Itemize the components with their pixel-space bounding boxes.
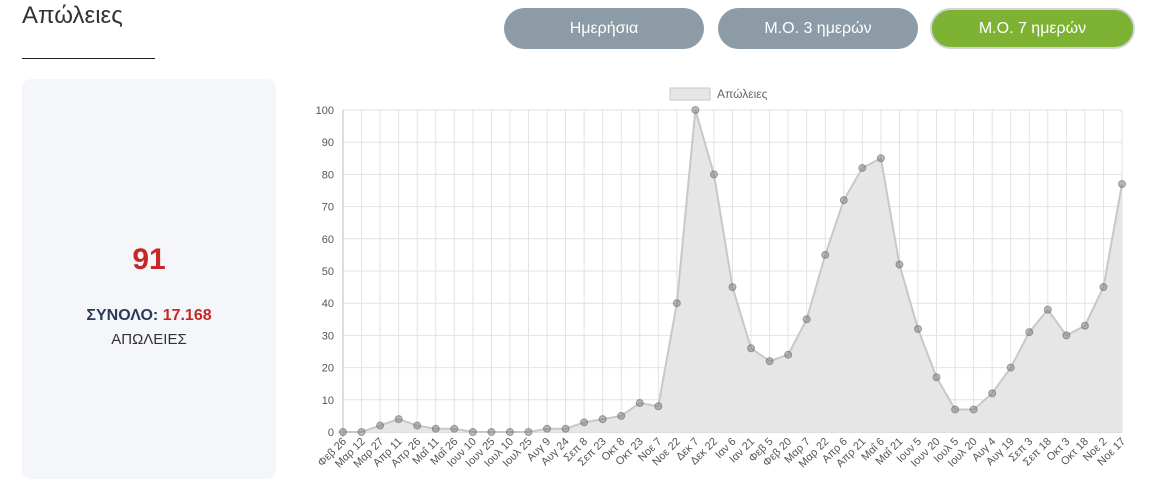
data-point [598, 415, 607, 424]
data-point [431, 424, 440, 433]
data-point [1006, 363, 1015, 372]
data-point [951, 405, 960, 414]
data-point [709, 170, 718, 179]
data-point [1062, 331, 1071, 340]
data-point [691, 106, 700, 114]
y-tick-label: 0 [328, 427, 334, 439]
data-point [858, 163, 867, 172]
stats-card: 91 ΣΥΝΟΛΟ: 17.168 ΑΠΩΛΕΙΕΣ [22, 79, 276, 479]
y-tick-label: 30 [322, 330, 334, 342]
data-point [487, 428, 496, 436]
data-point [561, 424, 570, 433]
data-point [524, 428, 533, 436]
total-value: 17.168 [162, 307, 212, 324]
data-point [1043, 305, 1052, 314]
data-point [376, 421, 385, 430]
data-point [839, 196, 848, 205]
y-tick-label: 20 [322, 363, 334, 375]
data-point [988, 389, 997, 398]
y-tick-label: 100 [316, 105, 334, 117]
tab-daily[interactable]: Ημερήσια [504, 8, 704, 49]
y-tick-label: 70 [322, 202, 334, 214]
data-point [802, 315, 811, 324]
data-point [672, 299, 681, 308]
data-point [357, 428, 366, 436]
data-point [394, 415, 403, 424]
data-point [765, 357, 774, 366]
y-tick-label: 60 [322, 234, 334, 246]
data-point [895, 260, 904, 269]
data-point [617, 411, 626, 420]
data-point [784, 350, 793, 359]
total-caption: ΑΠΩΛΕΙΕΣ [111, 331, 187, 348]
data-point [1080, 321, 1089, 330]
data-point [728, 283, 737, 292]
data-point [450, 424, 459, 433]
legend-label: Απώλειες [717, 87, 768, 101]
data-point [339, 428, 347, 436]
tab-3-day-average[interactable]: Μ.Ο. 3 ημερών [718, 8, 918, 49]
data-point [1099, 283, 1108, 292]
data-point [654, 402, 663, 411]
latest-value: 91 [132, 243, 166, 276]
data-point [932, 373, 941, 382]
data-point [413, 421, 422, 430]
page-title: Απώλειες [22, 2, 123, 29]
y-tick-label: 80 [322, 169, 334, 181]
title-underline [22, 58, 155, 59]
data-point [876, 154, 885, 163]
data-point [580, 418, 589, 427]
y-tick-label: 50 [322, 266, 334, 278]
total-line: ΣΥΝΟΛΟ: 17.168 [22, 307, 276, 325]
data-point [505, 428, 514, 436]
series-line [343, 109, 1123, 433]
data-point [543, 424, 552, 433]
data-point [1025, 328, 1034, 337]
total-label: ΣΥΝΟΛΟ: [86, 307, 159, 324]
data-point [468, 428, 477, 436]
legend-swatch [669, 87, 711, 101]
data-point [635, 399, 644, 408]
data-point [821, 250, 830, 259]
y-tick-label: 90 [322, 137, 334, 149]
data-point [969, 405, 978, 414]
data-point [913, 324, 922, 333]
data-point [1118, 180, 1126, 189]
data-point [747, 344, 756, 353]
tab-7-day-average[interactable]: Μ.Ο. 7 ημερών [930, 8, 1135, 49]
series-area [343, 110, 1122, 432]
y-tick-label: 40 [322, 298, 334, 310]
y-tick-label: 10 [322, 395, 334, 407]
